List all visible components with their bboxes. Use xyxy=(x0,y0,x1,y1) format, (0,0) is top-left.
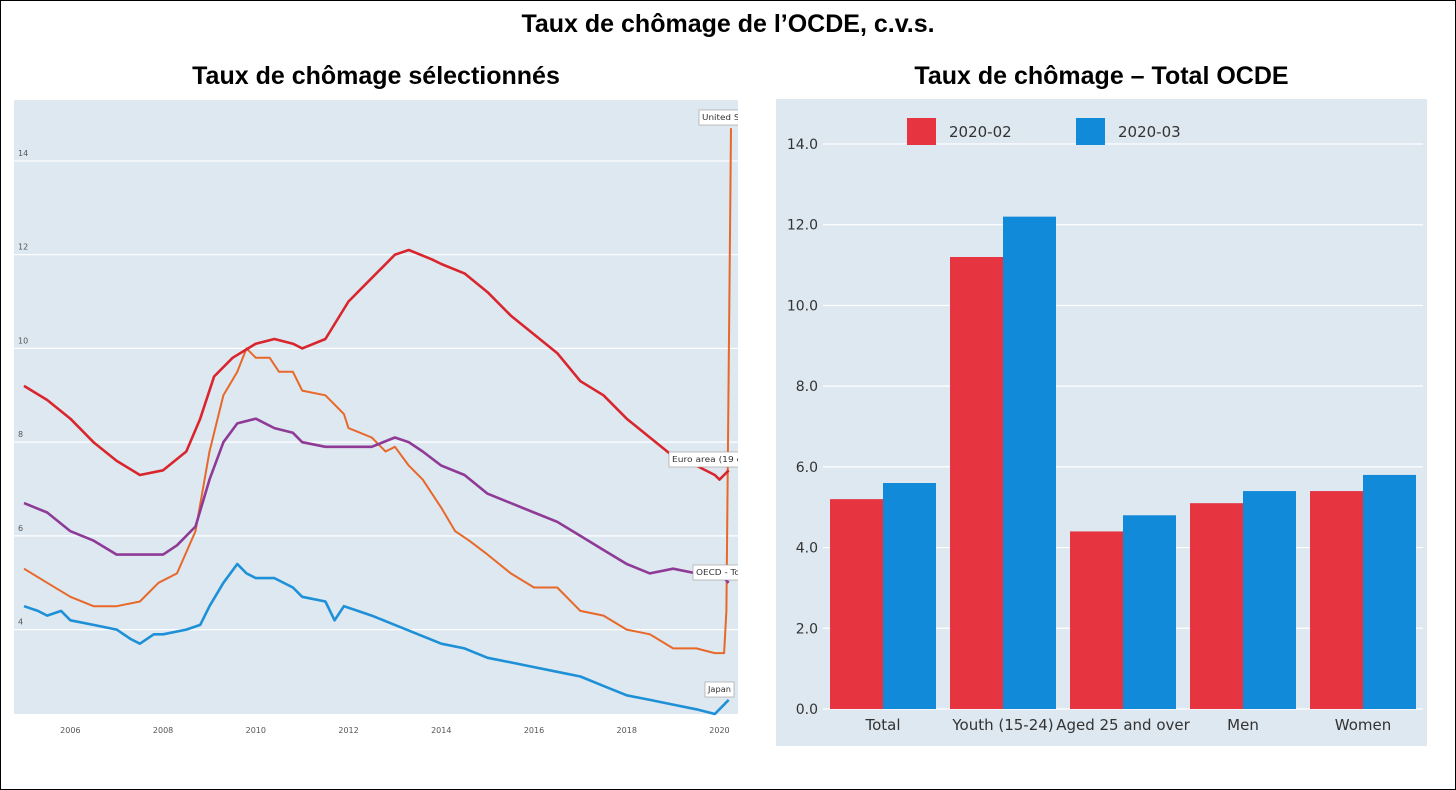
bar-total-2020-03 xyxy=(883,483,936,709)
bar-chart: 0.0 2.0 4.0 6.0 8.0 10.0 12.0 14.0 Total Youth (… xyxy=(776,99,1427,746)
legend-item-2020-03: 2020-03 xyxy=(1076,118,1181,145)
line-chart-plot-area xyxy=(14,100,738,714)
bar-chart-category-label: Total xyxy=(864,716,900,734)
end-label-text: Japan xyxy=(707,685,731,694)
line-chart-x-tick-label: 2020 xyxy=(709,726,729,735)
bar-women-2020-03 xyxy=(1363,474,1416,709)
line-chart-y-tick-label: 4 xyxy=(18,618,23,627)
bar-chart-y-tick-label: 10.0 xyxy=(787,298,818,314)
line-chart-title: Taux de chômage sélectionnés xyxy=(192,62,560,90)
line-chart-y-tick-label: 10 xyxy=(18,336,28,345)
bar-chart-category-labels: Total Youth (15-24) Aged 25 and over Men Wom… xyxy=(864,716,1391,734)
line-chart-series xyxy=(23,128,732,716)
bar-aged-25-and-over-2020-02 xyxy=(1070,531,1123,709)
bar-youth-15-24-2020-03 xyxy=(1003,216,1056,709)
line-chart-x-tick-labels: 2006 2008 2010 2012 2014 2016 2018 2020 xyxy=(60,726,729,735)
line-chart-y-tick-labels: 4 6 8 10 12 14 xyxy=(18,149,28,627)
line-chart-gridlines xyxy=(14,160,738,631)
bar-women-2020-02 xyxy=(1310,491,1363,709)
series-line-euro-area-19-countries xyxy=(23,248,730,481)
line-chart-x-tick-label: 2010 xyxy=(246,726,266,735)
bar-chart-category-label: Women xyxy=(1335,716,1391,734)
bar-chart-y-tick-label: 12.0 xyxy=(787,218,818,234)
end-label-box xyxy=(698,109,738,126)
bar-chart-y-tick-label: 8.0 xyxy=(796,379,818,395)
bar-aged-25-and-over-2020-03 xyxy=(1123,515,1176,709)
bar-chart-y-tick-label: 6.0 xyxy=(796,460,818,476)
bar-chart-y-tick-label: 4.0 xyxy=(796,541,818,557)
bar-men-2020-02 xyxy=(1190,503,1243,709)
end-label-box xyxy=(668,451,738,468)
end-label-united-states: United States xyxy=(698,109,738,126)
line-chart-x-tick-label: 2012 xyxy=(338,726,358,735)
series-line-oecd-total xyxy=(23,417,730,584)
legend-item-2020-02: 2020-02 xyxy=(907,118,1012,145)
line-chart-y-tick-label: 6 xyxy=(18,524,23,533)
legend-swatch xyxy=(907,118,936,145)
line-chart-x-tick-label: 2018 xyxy=(617,726,637,735)
end-label-euro-area-19-countries: Euro area (19 countries) xyxy=(668,451,738,468)
bar-chart-legend: 2020-02 2020-03 xyxy=(907,118,1181,145)
line-chart-x-tick-label: 2008 xyxy=(153,726,173,735)
end-label-japan: Japan xyxy=(704,681,735,698)
line-chart-x-tick-label: 2006 xyxy=(60,726,80,735)
line-chart-y-tick-label: 12 xyxy=(18,243,28,252)
bar-chart-category-label: Aged 25 and over xyxy=(1056,716,1190,734)
legend-label: 2020-02 xyxy=(949,123,1012,141)
bar-chart-bars xyxy=(830,216,1416,709)
figure-title: Taux de chômage de l’OCDE, c.v.s. xyxy=(521,10,935,38)
bar-chart-category-label: Youth (15-24) xyxy=(951,716,1053,734)
series-line-japan xyxy=(23,562,730,716)
bar-chart-category-label: Men xyxy=(1227,716,1259,734)
bar-chart-y-tick-label: 0.0 xyxy=(796,702,818,718)
bar-youth-15-24-2020-02 xyxy=(950,257,1003,709)
bar-chart-y-tick-label: 2.0 xyxy=(796,621,818,637)
bar-chart-title: Taux de chômage – Total OCDE xyxy=(914,62,1289,90)
line-chart-end-labels: United States Euro area (19 countries) OEC… xyxy=(668,109,738,698)
line-chart-y-tick-label: 14 xyxy=(18,149,28,158)
end-label-text: Euro area (19 countries) xyxy=(672,455,738,464)
bar-chart-y-tick-labels: 0.0 2.0 4.0 6.0 8.0 10.0 12.0 14.0 xyxy=(787,137,818,718)
legend-swatch xyxy=(1076,118,1105,145)
series-line-united-states xyxy=(23,128,732,655)
end-label-box xyxy=(692,564,738,581)
bar-chart-y-tick-label: 14.0 xyxy=(787,137,818,153)
line-chart-x-tick-label: 2014 xyxy=(431,726,451,735)
bar-men-2020-03 xyxy=(1243,491,1296,709)
end-label-box xyxy=(704,681,735,698)
end-label-text: OECD - Total xyxy=(696,568,738,577)
end-label-text: United States xyxy=(702,113,738,122)
end-label-oecd-total: OECD - Total xyxy=(692,564,738,581)
legend-label: 2020-03 xyxy=(1118,123,1181,141)
line-chart-y-tick-label: 8 xyxy=(18,430,23,439)
bar-total-2020-02 xyxy=(830,499,883,709)
line-chart-x-tick-label: 2016 xyxy=(524,726,544,735)
